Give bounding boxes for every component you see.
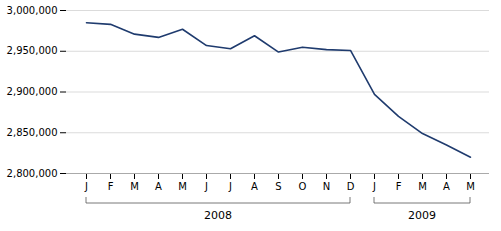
svg-text:2009: 2009 — [408, 209, 436, 222]
svg-text:2008: 2008 — [204, 209, 232, 222]
svg-text:F: F — [108, 181, 114, 192]
svg-text:A: A — [443, 181, 450, 192]
svg-text:N: N — [323, 181, 330, 192]
svg-text:2,950,000: 2,950,000 — [7, 45, 58, 56]
svg-text:M: M — [466, 181, 475, 192]
svg-text:J: J — [372, 181, 376, 192]
svg-text:J: J — [204, 181, 208, 192]
svg-text:2,800,000: 2,800,000 — [7, 168, 58, 179]
svg-text:M: M — [418, 181, 427, 192]
svg-text:S: S — [275, 181, 281, 192]
svg-text:M: M — [178, 181, 187, 192]
svg-text:A: A — [251, 181, 258, 192]
svg-text:A: A — [155, 181, 162, 192]
svg-text:2,850,000: 2,850,000 — [7, 127, 58, 138]
svg-text:O: O — [299, 181, 307, 192]
svg-text:F: F — [396, 181, 402, 192]
svg-text:D: D — [347, 181, 355, 192]
svg-text:J: J — [84, 181, 88, 192]
svg-text:J: J — [228, 181, 232, 192]
svg-text:M: M — [130, 181, 139, 192]
svg-text:3,000,000: 3,000,000 — [7, 5, 58, 16]
svg-text:2,900,000: 2,900,000 — [7, 86, 58, 97]
